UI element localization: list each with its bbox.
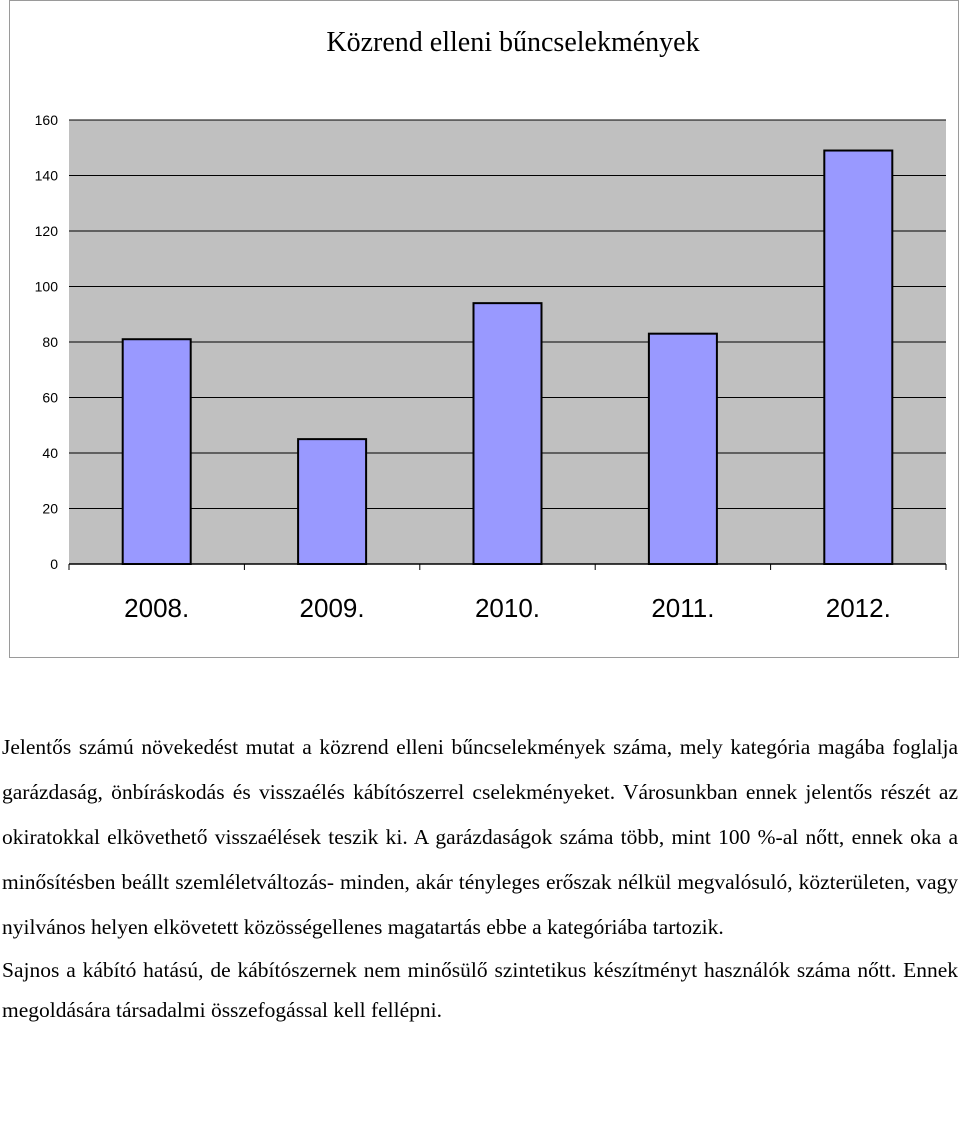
y-tick-label: 40 <box>42 445 58 461</box>
y-tick-label: 80 <box>42 334 58 350</box>
y-tick-label: 20 <box>42 501 58 517</box>
bar <box>823 149 894 565</box>
x-tick-label: 2008. <box>124 593 189 623</box>
x-tick-label: 2009. <box>300 593 365 623</box>
x-tick-label: 2012. <box>826 593 891 623</box>
paragraph: Jelentős számú növekedést mutat a közren… <box>2 735 958 939</box>
bar-chart: Közrend elleni bűncselekmények 0 20 40 60 80… <box>35 27 947 623</box>
y-tick-label: 100 <box>35 279 59 295</box>
x-tick-label: 2010. <box>475 593 540 623</box>
chart-title: Közrend elleni bűncselekmények <box>326 27 699 58</box>
x-tick-label: 2011. <box>651 593 714 623</box>
y-tick-label: 0 <box>50 556 58 572</box>
y-tick-label: 160 <box>35 112 59 128</box>
body-text: Jelentős számú növekedést mutat a közren… <box>2 725 958 1030</box>
paragraph: Sajnos a kábító hatású, de kábítószernek… <box>2 958 958 1022</box>
y-tick-label: 120 <box>35 223 59 239</box>
y-tick-label: 140 <box>35 168 59 184</box>
chart-frame: Közrend elleni bűncselekmények 0 20 40 60 80… <box>9 0 959 658</box>
bar <box>121 338 192 565</box>
bar <box>647 332 718 565</box>
bar <box>472 302 543 565</box>
y-tick-label: 60 <box>42 390 58 406</box>
bar <box>297 438 368 565</box>
